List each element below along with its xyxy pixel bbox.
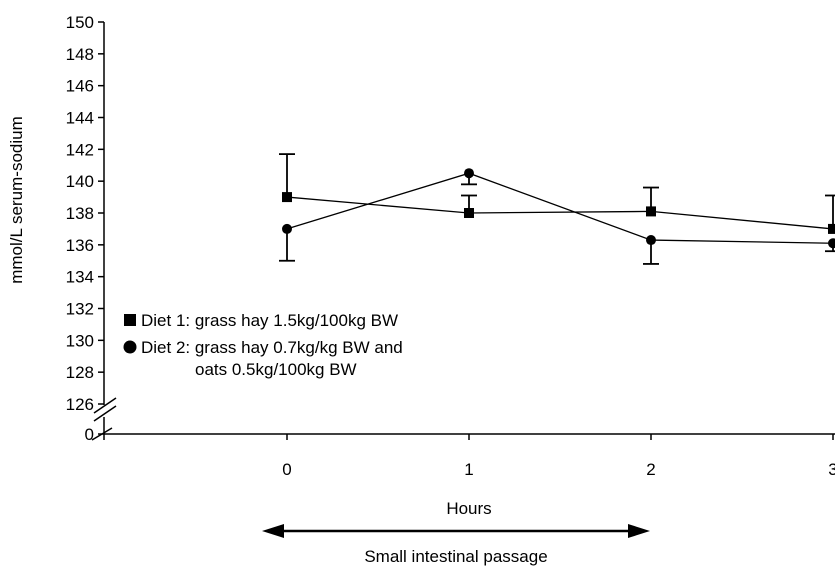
legend: Diet 1: grass hay 1.5kg/100kg BW Diet 2: … <box>123 311 403 379</box>
annotation-label: Small intestinal passage <box>364 547 547 566</box>
x-tick-label: 3 <box>828 460 835 479</box>
y-tick-label: 138 <box>66 204 94 223</box>
x-axis-label: Hours <box>446 499 491 518</box>
series-layer <box>279 153 835 265</box>
data-point-circle <box>828 238 835 249</box>
y-axis-break-mark <box>93 397 117 414</box>
y-tick-label-zero: 0 <box>85 425 94 444</box>
data-point-square <box>646 206 656 217</box>
data-point-square <box>464 208 474 218</box>
y-tick-label: 136 <box>66 236 94 255</box>
x-axis-break-mark <box>91 427 113 441</box>
y-tick-label: 146 <box>66 77 94 96</box>
y-tick-label: 150 <box>66 13 94 32</box>
y-tick-label: 144 <box>66 109 94 128</box>
y-tick-label: 128 <box>66 363 94 382</box>
annotation: Small intestinal passage <box>262 524 650 566</box>
legend-label: Diet 2: grass hay 0.7kg/kg BW and <box>141 338 403 357</box>
data-point-circle <box>464 168 474 179</box>
legend-label: Diet 1: grass hay 1.5kg/100kg BW <box>141 311 398 330</box>
data-point-square <box>828 223 835 234</box>
annotation-arrow-head-right <box>628 524 650 538</box>
series-line <box>286 172 834 244</box>
series-line <box>286 196 834 230</box>
y-axis: 150 148 146 144 142 140 138 136 134 132 130 128 126 0 <box>66 13 117 444</box>
y-tick-label: 140 <box>66 172 94 191</box>
y-tick-label: 134 <box>66 268 94 287</box>
data-point-circle <box>282 223 292 234</box>
annotation-arrow-head-left <box>262 524 284 538</box>
legend-marker-circle <box>123 340 137 354</box>
y-tick-label: 126 <box>66 395 94 414</box>
series-1 <box>279 153 835 234</box>
x-tick-label: 1 <box>464 460 473 479</box>
legend-label-continued: oats 0.5kg/100kg BW <box>195 360 357 379</box>
data-point-square <box>282 192 292 203</box>
y-tick-label: 142 <box>66 140 94 159</box>
y-axis-label: mmol/L serum-sodium <box>7 116 26 284</box>
data-point-circle <box>646 235 656 246</box>
y-axis-break-mark <box>93 405 117 422</box>
x-axis: 0 1 2 3 <box>103 433 835 479</box>
y-tick-label: 148 <box>66 45 94 64</box>
x-tick-label: 0 <box>282 460 291 479</box>
y-tick-label: 130 <box>66 331 94 350</box>
y-tick-label: 132 <box>66 300 94 319</box>
x-tick-label: 2 <box>646 460 655 479</box>
series-2 <box>279 168 835 265</box>
legend-marker-square <box>124 314 136 326</box>
